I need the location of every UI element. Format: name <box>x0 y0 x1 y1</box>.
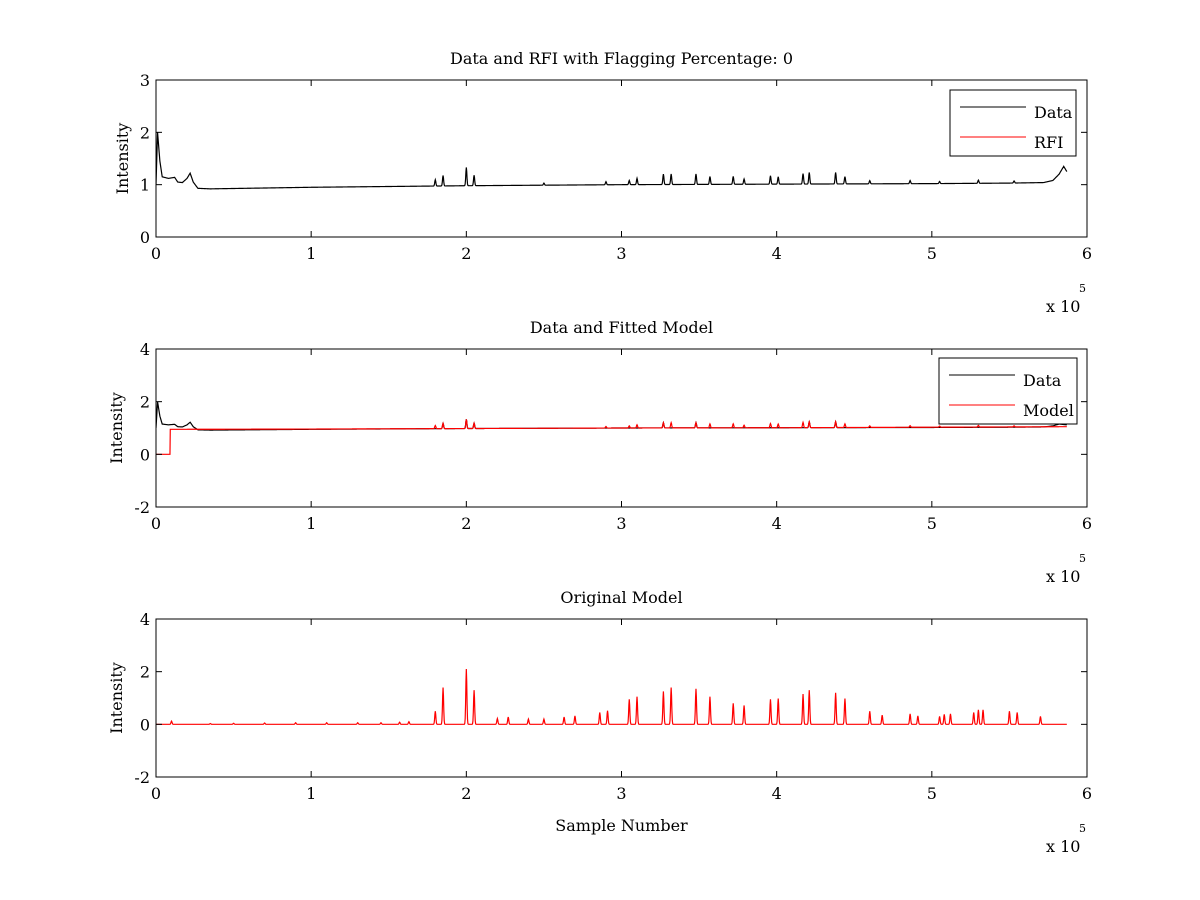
x-tick-label: 0 <box>151 784 161 803</box>
y-tick-label: 2 <box>140 123 150 142</box>
x-axis-exponent: 5 <box>1079 822 1086 835</box>
series-line-model-1 <box>156 669 1067 725</box>
series-line-model <box>156 419 1067 455</box>
series-line-data <box>156 401 1067 431</box>
legend: Data Model <box>938 357 1078 425</box>
x-tick-label: 2 <box>461 514 471 533</box>
x-tick-label: 4 <box>772 514 782 533</box>
x-axis-multiplier: x 10 <box>1046 567 1080 586</box>
y-tick-label: 1 <box>140 176 150 195</box>
x-tick-label: 5 <box>927 784 937 803</box>
x-tick-label: 2 <box>461 784 471 803</box>
x-tick-label: 4 <box>772 784 782 803</box>
y-axis-label: Intensity <box>113 123 132 195</box>
y-tick-label: 2 <box>140 663 150 682</box>
x-tick-label: 0 <box>151 244 161 263</box>
y-tick-label: 4 <box>140 610 150 629</box>
x-tick-label: 0 <box>151 514 161 533</box>
legend-entry: Data <box>1023 371 1062 390</box>
y-tick-label: 3 <box>140 71 150 90</box>
y-tick-label: -2 <box>134 768 150 787</box>
chart-title: Original Model <box>560 588 682 607</box>
y-tick-label: 0 <box>140 715 150 734</box>
axes-box <box>155 618 1088 778</box>
x-axis-multiplier: x 10 <box>1046 297 1080 316</box>
subplot-1: 0 1 2 3 4 5 6 0 1 2 3 Data and RFI with Flagging Pe… <box>113 49 1092 316</box>
x-tick-label: 6 <box>1082 514 1092 533</box>
y-axis-label: Intensity <box>107 392 126 464</box>
y-tick-label: 4 <box>140 340 150 359</box>
x-tick-label: 3 <box>616 244 626 263</box>
legend: Data RFI <box>949 89 1077 157</box>
x-tick-label: 1 <box>306 514 316 533</box>
axes-box <box>155 79 1088 238</box>
y-tick-label: -2 <box>134 498 150 517</box>
x-tick-label: 1 <box>306 244 316 263</box>
x-tick-label: 5 <box>927 514 937 533</box>
y-tick-label: 0 <box>140 228 150 247</box>
x-tick-label: 5 <box>927 244 937 263</box>
series-line-data <box>156 132 1068 190</box>
legend-entry: RFI <box>1034 133 1063 152</box>
x-tick-label: 6 <box>1082 244 1092 263</box>
chart-title: Data and Fitted Model <box>530 318 713 337</box>
chart-title: Data and RFI with Flagging Percentage: 0 <box>450 49 793 68</box>
x-tick-label: 2 <box>461 244 471 263</box>
x-tick-label: 3 <box>616 784 626 803</box>
legend-entry: Data <box>1034 103 1073 122</box>
y-tick-label: 2 <box>140 393 150 412</box>
y-axis-label: Intensity <box>107 662 126 734</box>
legend-entry: Model <box>1023 401 1074 420</box>
x-axis-exponent: 5 <box>1079 282 1086 295</box>
x-tick-label: 1 <box>306 784 316 803</box>
legend-box <box>949 89 1077 157</box>
x-axis-label: Sample Number <box>555 816 688 835</box>
y-tick-label: 0 <box>140 445 150 464</box>
x-axis-multiplier: x 10 <box>1046 837 1080 856</box>
x-axis-exponent: 5 <box>1079 552 1086 565</box>
x-tick-label: 6 <box>1082 784 1092 803</box>
x-tick-label: 3 <box>616 514 626 533</box>
legend-box <box>938 357 1078 425</box>
x-tick-label: 4 <box>772 244 782 263</box>
